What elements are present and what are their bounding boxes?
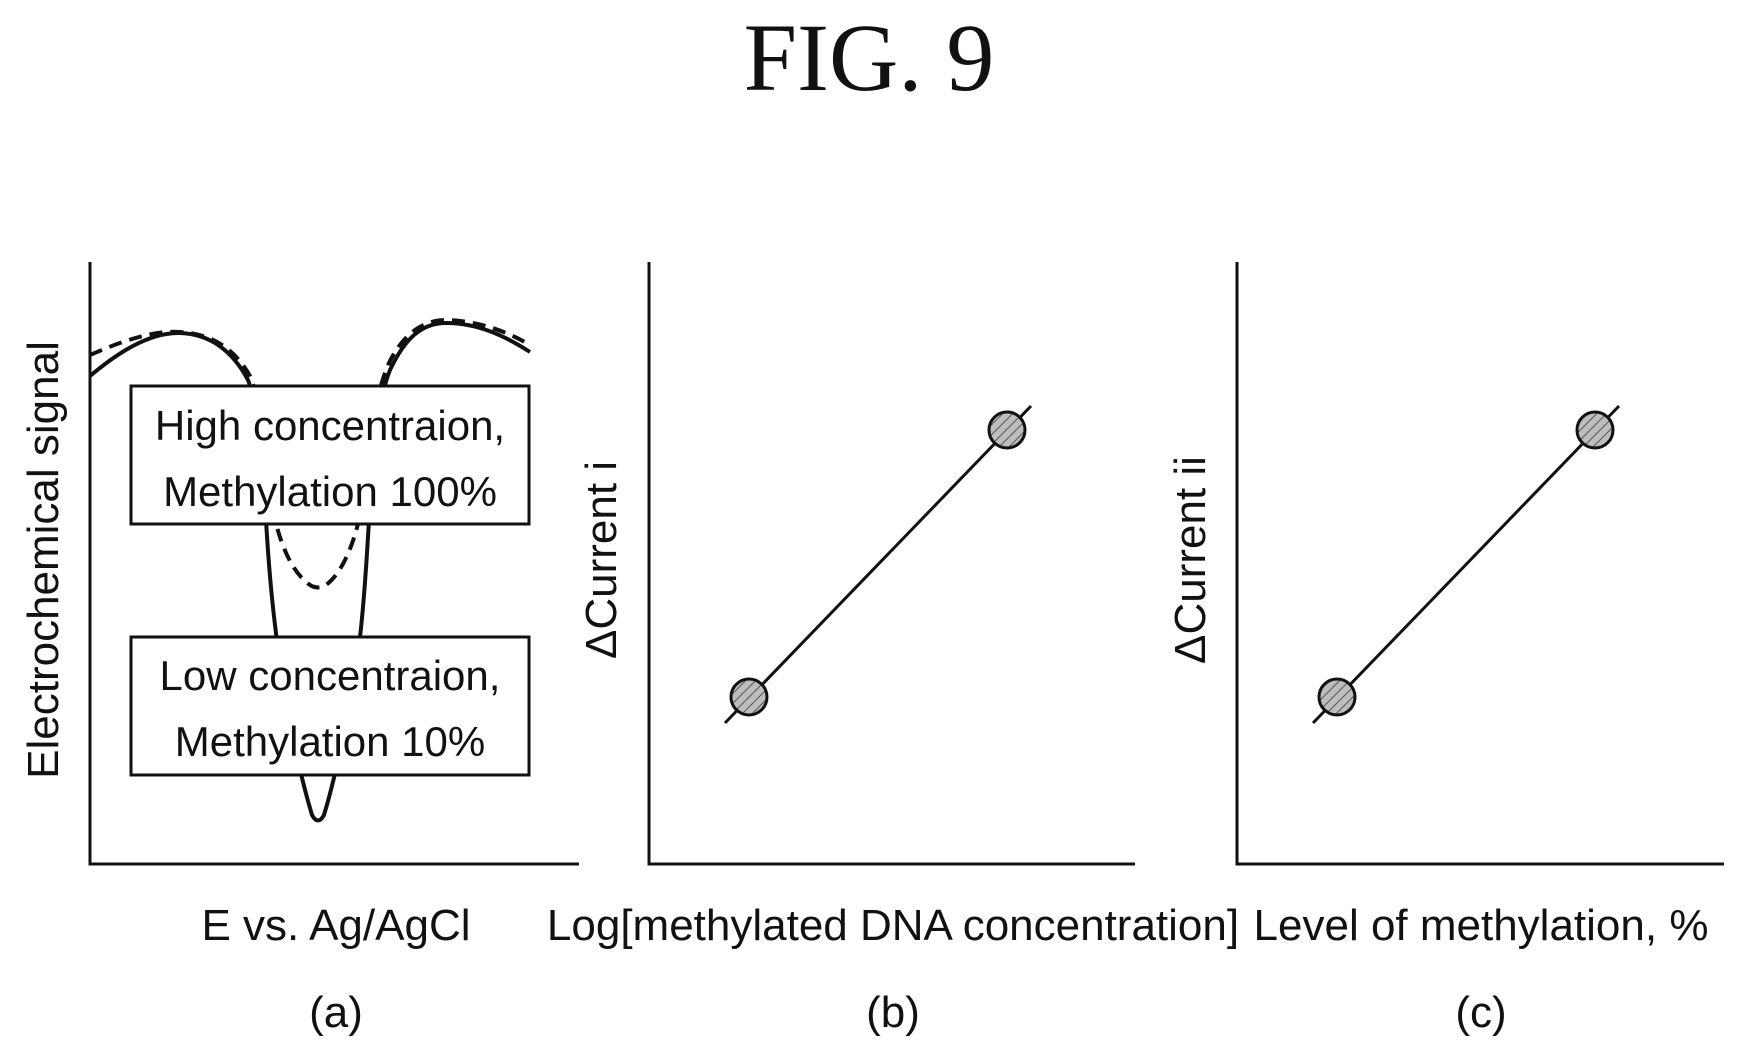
legend-low-line1: Low concentraion, xyxy=(160,652,501,699)
panel-b-axes xyxy=(647,262,1135,866)
legend-box-high xyxy=(129,384,531,526)
panel-b-caption: (b) xyxy=(866,988,920,1037)
panel-c-fit-line xyxy=(1311,404,1621,725)
panel-b: ΔCurrent i Log[methylated DNA concentrat… xyxy=(547,262,1239,1037)
panel-a-caption: (a) xyxy=(309,988,363,1037)
panel-a-axes xyxy=(88,262,579,866)
panel-c-ylabel: ΔCurrent ii xyxy=(1166,456,1215,664)
panel-b-point-high xyxy=(987,410,1027,450)
panel-b-point-low xyxy=(729,677,769,717)
panel-b-fit-line xyxy=(723,404,1033,725)
panel-b-ylabel: ΔCurrent i xyxy=(577,461,626,659)
panel-a-ylabel: Electrochemical signal xyxy=(19,341,68,779)
panel-c-caption: (c) xyxy=(1455,988,1506,1037)
panel-a-solid-curve xyxy=(88,320,532,823)
panel-a-xlabel: E vs. Ag/AgCl xyxy=(201,901,470,950)
panel-b-xlabel: Log[methylated DNA concentration] xyxy=(547,901,1239,950)
panel-c-xlabel: Level of methylation, % xyxy=(1254,901,1709,950)
panel-a: High concentraion, Methylation 100% Low … xyxy=(19,262,579,1037)
panel-c-point-high xyxy=(1575,410,1615,450)
panel-a-dashed-curve xyxy=(89,317,532,590)
legend-high-line1: High concentraion, xyxy=(155,402,505,449)
legend-box-low xyxy=(129,635,531,777)
legend-high-line2: Methylation 100% xyxy=(163,468,497,515)
panel-c-axes xyxy=(1235,262,1724,866)
panel-c-point-low xyxy=(1317,677,1357,717)
panel-c: ΔCurrent ii Level of methylation, % (c) xyxy=(1166,262,1724,1037)
figure-title: FIG. 9 xyxy=(744,4,995,111)
legend-low-line2: Methylation 10% xyxy=(175,718,486,765)
